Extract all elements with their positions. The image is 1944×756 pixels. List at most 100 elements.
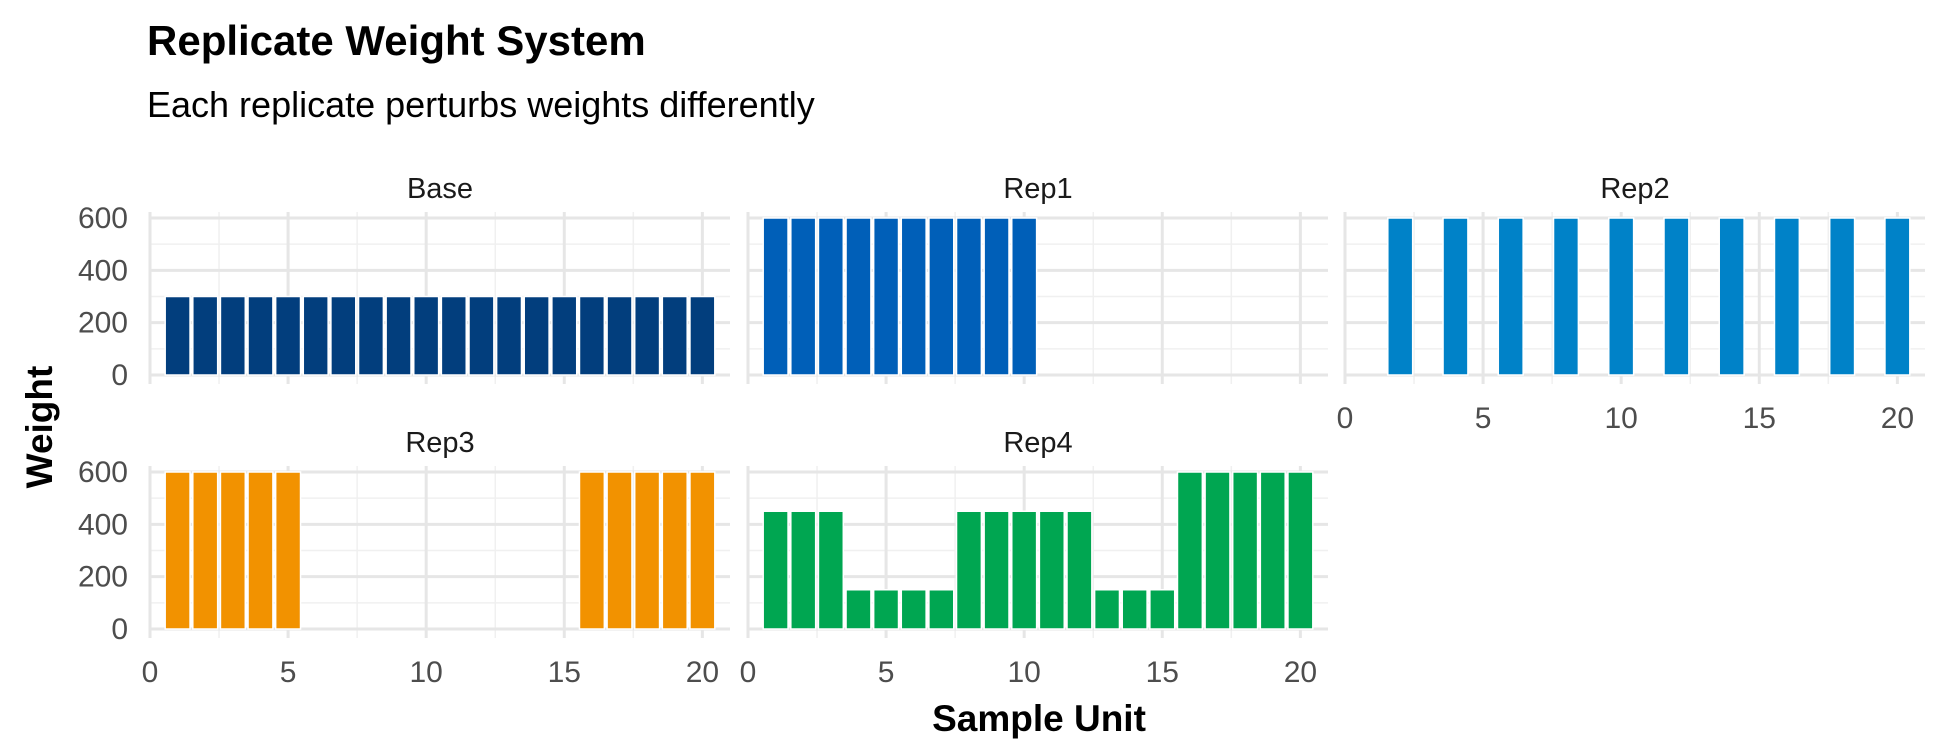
bar — [790, 510, 817, 630]
bar — [1011, 217, 1038, 376]
panel-strip-label: Rep2 — [1600, 173, 1669, 205]
bar — [330, 295, 357, 376]
y-tick-label: 400 — [78, 508, 128, 541]
bar — [661, 471, 688, 630]
x-tick-label: 20 — [686, 656, 719, 689]
x-tick-label: 20 — [1881, 402, 1914, 435]
panel-rep3: Rep3 0 200 400 600 0 5 10 15 20 — [78, 427, 730, 689]
bar — [928, 589, 955, 630]
bar — [1773, 217, 1801, 376]
y-tick-label: 0 — [111, 613, 128, 646]
panel-rep1: Rep1 — [746, 173, 1328, 384]
y-tick-label: 400 — [78, 254, 128, 287]
bar — [247, 471, 274, 630]
bar — [1149, 589, 1176, 630]
bar — [247, 295, 274, 376]
bar — [219, 471, 247, 630]
bar — [817, 217, 845, 376]
chart-subtitle: Each replicate perturbs weights differen… — [147, 84, 815, 125]
bar — [872, 589, 900, 630]
bar — [955, 217, 983, 376]
bar — [790, 217, 817, 376]
bar — [440, 295, 467, 376]
bar — [274, 295, 302, 376]
bar — [689, 471, 716, 630]
bar — [1176, 471, 1204, 630]
bar — [1011, 510, 1038, 630]
bar — [1552, 217, 1580, 376]
panel-strip-label: Base — [407, 173, 473, 205]
y-axis-title: Weight — [19, 366, 60, 489]
bar — [302, 295, 329, 376]
x-tick-label: 0 — [740, 656, 757, 689]
bar — [523, 295, 550, 376]
bar — [900, 217, 927, 376]
bar — [1066, 510, 1093, 630]
x-axis-title: Sample Unit — [932, 698, 1146, 739]
panel-strip-label: Rep4 — [1003, 427, 1072, 459]
bar — [606, 471, 633, 630]
x-tick-label: 0 — [1337, 402, 1354, 435]
bar — [164, 471, 191, 630]
bar — [1259, 471, 1286, 630]
chart-title: Replicate Weight System — [147, 17, 646, 64]
x-tick-label: 5 — [878, 656, 895, 689]
bar — [413, 295, 440, 376]
bar — [762, 510, 789, 630]
y-tick-label: 200 — [78, 561, 128, 594]
panel-rep4: Rep4 0 5 10 15 20 — [740, 427, 1328, 689]
bar — [495, 295, 523, 376]
bar — [633, 295, 661, 376]
x-tick-label: 10 — [1605, 402, 1638, 435]
bar — [1442, 217, 1469, 376]
panel-strip-label: Rep3 — [405, 427, 474, 459]
bar — [192, 471, 219, 630]
bar — [192, 295, 219, 376]
bar — [1121, 589, 1148, 630]
bar — [1387, 217, 1414, 376]
bar — [689, 295, 716, 376]
bar — [900, 589, 927, 630]
x-tick-label: 10 — [410, 656, 443, 689]
bar — [1663, 217, 1690, 376]
bar — [1287, 471, 1314, 630]
bar — [872, 217, 900, 376]
bar — [274, 471, 302, 630]
panel-rep2: Rep2 0 5 10 15 20 — [1337, 173, 1925, 435]
panel-base: Base 0 200 400 600 — [78, 173, 730, 392]
bar — [551, 295, 578, 376]
bar — [1497, 217, 1524, 376]
bar — [357, 295, 385, 376]
x-tick-label: 15 — [1743, 402, 1776, 435]
x-tick-label: 15 — [548, 656, 581, 689]
bar — [468, 295, 495, 376]
y-tick-label: 0 — [111, 359, 128, 392]
x-tick-label: 10 — [1008, 656, 1041, 689]
y-tick-label: 600 — [78, 456, 128, 489]
bar — [955, 510, 983, 630]
bar — [606, 295, 633, 376]
bar — [578, 471, 606, 630]
x-tick-label: 20 — [1284, 656, 1317, 689]
x-tick-label: 0 — [142, 656, 159, 689]
bar — [633, 471, 661, 630]
x-tick-label: 5 — [1475, 402, 1492, 435]
bar — [164, 295, 191, 376]
bar — [1828, 217, 1856, 376]
bar — [385, 295, 412, 376]
bar — [762, 217, 789, 376]
bar — [661, 295, 688, 376]
x-tick-label: 5 — [280, 656, 297, 689]
bar — [219, 295, 247, 376]
bar — [1093, 589, 1121, 630]
bar — [1608, 217, 1635, 376]
y-tick-label: 600 — [78, 202, 128, 235]
x-tick-label: 15 — [1146, 656, 1179, 689]
bar — [845, 217, 872, 376]
bar — [817, 510, 845, 630]
bar — [1718, 217, 1745, 376]
panel-strip-label: Rep1 — [1003, 173, 1072, 205]
bar — [578, 295, 606, 376]
